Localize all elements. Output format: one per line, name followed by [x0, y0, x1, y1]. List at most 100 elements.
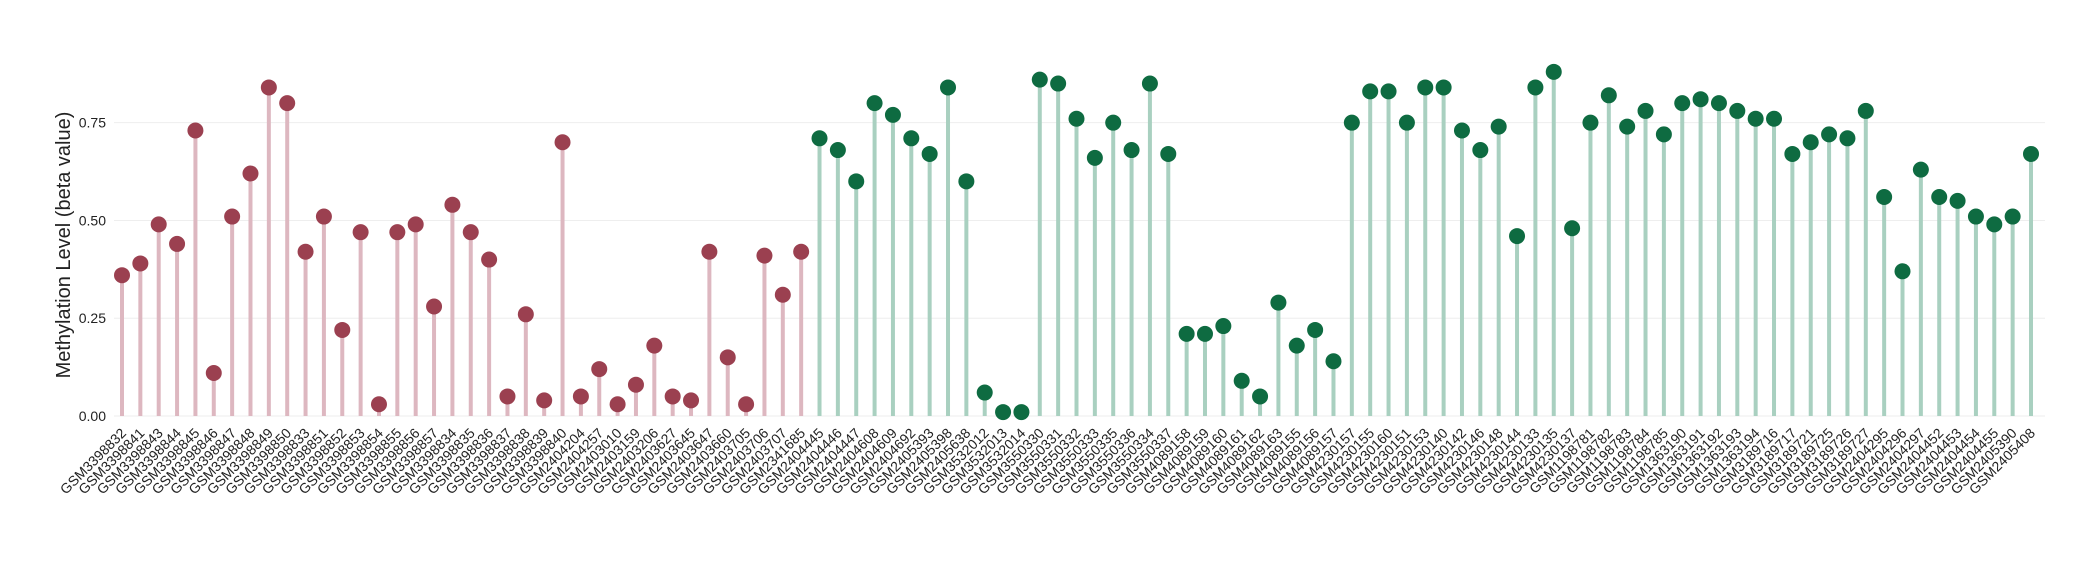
dot: [1582, 114, 1599, 131]
y-tick-label: 0.50: [79, 212, 106, 228]
dot: [1967, 208, 1984, 225]
dot: [407, 216, 424, 233]
dot: [738, 396, 755, 413]
dot: [1307, 321, 1324, 338]
y-axis-title: Methylation Level (beta value): [53, 112, 75, 379]
dot: [719, 349, 736, 366]
dot: [1619, 118, 1636, 135]
dot: [1490, 118, 1507, 135]
dot: [1949, 192, 1966, 209]
dot: [1178, 325, 1195, 342]
dot: [1380, 83, 1397, 100]
dot: [1857, 102, 1874, 119]
dot: [297, 243, 314, 260]
dot: [1527, 79, 1544, 96]
dot: [554, 134, 571, 151]
dot: [1343, 114, 1360, 131]
dot: [114, 267, 130, 284]
dot: [1123, 142, 1140, 159]
dot: [279, 95, 296, 112]
dot: [701, 243, 718, 260]
dot: [921, 145, 938, 162]
dot: [1564, 220, 1581, 237]
dot: [1692, 91, 1709, 108]
dot: [1233, 372, 1250, 389]
dot: [572, 388, 589, 405]
dot: [536, 392, 553, 409]
dot: [1674, 95, 1691, 112]
dot: [1141, 75, 1158, 92]
dot: [627, 376, 644, 393]
dot: [169, 235, 186, 252]
dot: [1325, 353, 1342, 370]
dot: [1600, 87, 1617, 104]
dot: [995, 404, 1012, 421]
dot: [1196, 325, 1213, 342]
dot: [591, 361, 608, 378]
dot: [1894, 263, 1911, 280]
dot: [1013, 404, 1030, 421]
dot: [1545, 63, 1562, 80]
dot: [958, 173, 975, 190]
dot: [334, 321, 351, 338]
dot: [499, 388, 516, 405]
y-tick-label: 0.75: [79, 115, 106, 131]
dot: [1821, 126, 1838, 143]
dot: [1362, 83, 1379, 100]
dot: [756, 247, 773, 264]
dot: [1050, 75, 1067, 92]
dot: [1068, 110, 1085, 127]
dot: [1839, 130, 1856, 147]
dot: [462, 224, 479, 241]
dot: [389, 224, 406, 241]
y-tick-label: 0.00: [79, 408, 106, 424]
dot: [1710, 95, 1727, 112]
dot: [1986, 216, 2003, 233]
dot: [205, 364, 222, 381]
dot: [517, 306, 534, 323]
y-tick-label: 0.25: [79, 310, 106, 326]
dot: [426, 298, 443, 315]
dot: [1766, 110, 1783, 127]
dot: [370, 396, 387, 413]
dot: [1288, 337, 1305, 354]
dot: [1435, 79, 1452, 96]
dot: [793, 243, 810, 260]
dot: [811, 130, 828, 147]
dot: [829, 142, 846, 159]
dot: [646, 337, 663, 354]
dot: [1453, 122, 1470, 139]
dot: [1270, 294, 1287, 311]
dot: [1747, 110, 1764, 127]
dot: [224, 208, 241, 225]
dot: [444, 196, 461, 213]
dot: [481, 251, 498, 268]
dot: [1509, 228, 1526, 245]
dot: [1252, 388, 1269, 405]
dot: [1472, 142, 1489, 159]
dot: [260, 79, 277, 96]
dot: [866, 95, 883, 112]
dot: [1215, 318, 1232, 335]
dot: [664, 388, 681, 405]
dot: [2023, 145, 2039, 162]
dot: [1086, 149, 1103, 166]
dot: [884, 106, 901, 123]
dot: [1637, 102, 1654, 119]
dot: [1417, 79, 1434, 96]
dot: [1876, 188, 1893, 205]
dot: [609, 396, 626, 413]
dot: [2004, 208, 2021, 225]
dot: [187, 122, 204, 139]
dot: [848, 173, 865, 190]
dot: [1802, 134, 1819, 151]
dot: [774, 286, 791, 303]
dot: [315, 208, 332, 225]
dot: [1105, 114, 1122, 131]
dot: [150, 216, 167, 233]
dot: [903, 130, 920, 147]
dot: [1160, 145, 1177, 162]
dot: [976, 384, 993, 401]
dot: [683, 392, 700, 409]
